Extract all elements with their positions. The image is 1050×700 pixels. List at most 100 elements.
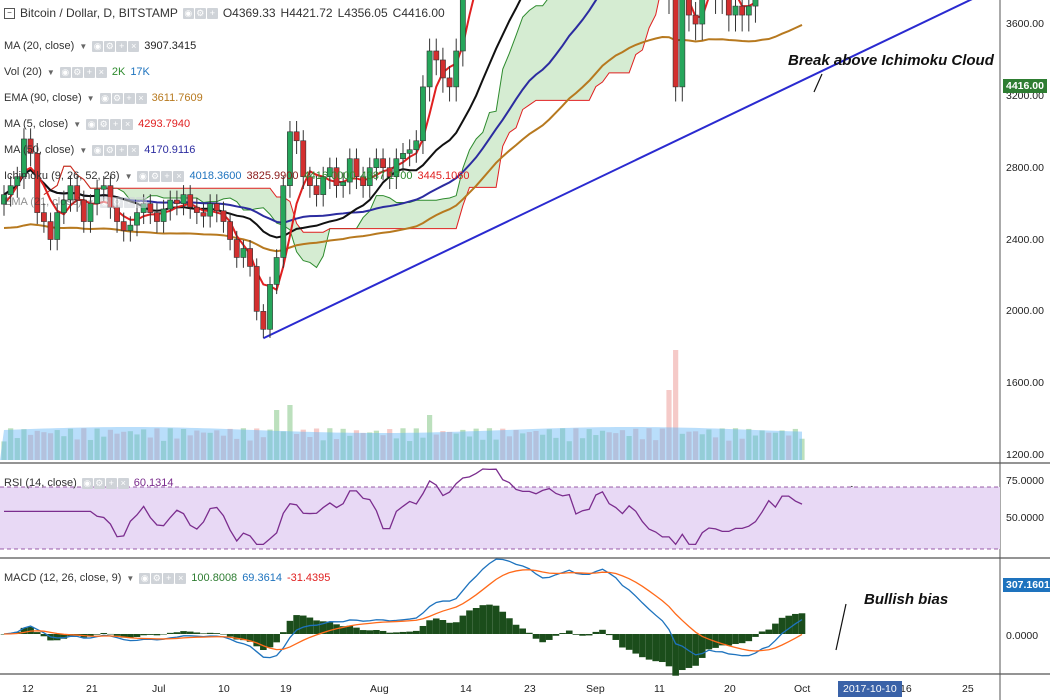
- candle-body: [174, 199, 180, 204]
- eye-icon[interactable]: ◉: [137, 170, 149, 182]
- settings-icon[interactable]: ⚙: [98, 118, 110, 130]
- chevron-down-icon[interactable]: ▼: [126, 573, 135, 583]
- volume-bar: [407, 441, 413, 460]
- more-icon[interactable]: +: [105, 477, 117, 489]
- chevron-down-icon[interactable]: ▼: [46, 67, 55, 77]
- indicator-controls[interactable]: ◉ ⚙ + ×: [137, 170, 185, 182]
- chevron-down-icon[interactable]: ▼: [86, 197, 95, 207]
- indicator-controls[interactable]: ◉ ⚙ + ×: [99, 196, 147, 208]
- settings-icon[interactable]: ⚙: [104, 144, 116, 156]
- eye-icon[interactable]: ◉: [99, 92, 111, 104]
- candle-body: [453, 50, 460, 88]
- more-icon[interactable]: +: [83, 66, 95, 78]
- indicator-controls[interactable]: ◉ ⚙ + ×: [86, 118, 134, 130]
- indicator-name[interactable]: EMA (90, close): [4, 92, 82, 104]
- settings-icon[interactable]: ⚙: [104, 40, 116, 52]
- close-icon[interactable]: ×: [135, 196, 147, 208]
- eye-icon[interactable]: ◉: [139, 572, 151, 584]
- macd-histogram-bar: [559, 633, 566, 634]
- indicator-name[interactable]: Ichimoku (9, 26, 52, 26): [4, 170, 120, 182]
- volume-bar: [446, 431, 453, 460]
- volume-bar: [599, 430, 606, 460]
- close-icon[interactable]: ×: [95, 66, 107, 78]
- indicator-controls[interactable]: ◉ ⚙ + ×: [92, 40, 140, 52]
- settings-icon[interactable]: ⚙: [149, 170, 161, 182]
- eye-icon[interactable]: ◉: [86, 118, 98, 130]
- more-icon[interactable]: +: [110, 118, 122, 130]
- candle-body: [193, 206, 200, 213]
- close-icon[interactable]: ×: [135, 92, 147, 104]
- macd-histogram-bar: [665, 634, 673, 667]
- eye-icon[interactable]: ◉: [81, 477, 93, 489]
- close-icon[interactable]: ×: [122, 118, 134, 130]
- macd-histogram-bar: [413, 630, 420, 634]
- macd-histogram-bar: [672, 634, 679, 676]
- volume-bar: [473, 428, 479, 460]
- rsi-controls[interactable]: ◉ ⚙ + ×: [81, 477, 129, 489]
- volume-bar: [313, 428, 320, 460]
- indicator-controls[interactable]: ◉ ⚙ + ×: [59, 66, 107, 78]
- more-icon[interactable]: +: [206, 7, 218, 19]
- indicator-name[interactable]: MA (20, close): [4, 40, 75, 52]
- indicator-name[interactable]: MA (5, close): [4, 118, 69, 130]
- symbol-title[interactable]: Bitcoin / Dollar, D, BITSTAMP: [20, 6, 178, 20]
- candle-body: [1, 194, 7, 205]
- candle-body: [353, 158, 360, 177]
- collapse-icon[interactable]: −: [4, 7, 15, 19]
- chevron-down-icon[interactable]: ▼: [73, 119, 82, 129]
- volume-bar: [367, 432, 373, 460]
- settings-icon[interactable]: ⚙: [71, 66, 83, 78]
- settings-icon[interactable]: ⚙: [111, 92, 123, 104]
- eye-icon[interactable]: ◉: [99, 196, 111, 208]
- indicator-controls[interactable]: ◉ ⚙ + ×: [92, 144, 140, 156]
- indicator-name[interactable]: Vol (20): [4, 66, 42, 78]
- candle-body: [732, 5, 739, 16]
- indicator-name[interactable]: MA (50, close): [4, 144, 75, 156]
- indicator-name[interactable]: EMA (21, close): [4, 196, 82, 208]
- close-icon[interactable]: ×: [175, 572, 187, 584]
- settings-icon[interactable]: ⚙: [93, 477, 105, 489]
- close-icon[interactable]: ×: [173, 170, 185, 182]
- volume-bar: [513, 429, 519, 460]
- macd-histogram-bar: [612, 634, 620, 640]
- more-icon[interactable]: +: [123, 92, 135, 104]
- close-icon[interactable]: ×: [117, 477, 129, 489]
- eye-icon[interactable]: ◉: [59, 66, 71, 78]
- series-controls[interactable]: ◉ ⚙ +: [182, 7, 218, 19]
- chevron-down-icon[interactable]: ▼: [79, 41, 88, 51]
- macd-histogram-bar: [718, 634, 726, 646]
- volume-bar: [712, 437, 719, 460]
- chevron-down-icon[interactable]: ▼: [86, 93, 95, 103]
- macd-name[interactable]: MACD (12, 26, close, 9): [4, 572, 122, 584]
- volume-bar: [360, 432, 366, 460]
- close-icon[interactable]: ×: [128, 144, 140, 156]
- macd-histogram-bar: [758, 631, 766, 634]
- eye-icon[interactable]: ◉: [182, 7, 194, 19]
- candle-body: [100, 185, 107, 190]
- more-icon[interactable]: +: [161, 170, 173, 182]
- more-icon[interactable]: +: [116, 144, 128, 156]
- rsi-name[interactable]: RSI (14, close): [4, 477, 77, 489]
- more-icon[interactable]: +: [123, 196, 135, 208]
- settings-icon[interactable]: ⚙: [194, 7, 206, 19]
- chevron-down-icon[interactable]: ▼: [124, 171, 133, 181]
- more-icon[interactable]: +: [163, 572, 175, 584]
- indicator-controls[interactable]: ◉ ⚙ + ×: [99, 92, 147, 104]
- settings-icon[interactable]: ⚙: [111, 196, 123, 208]
- chevron-down-icon[interactable]: ▼: [79, 145, 88, 155]
- eye-icon[interactable]: ◉: [92, 40, 104, 52]
- eye-icon[interactable]: ◉: [92, 144, 104, 156]
- settings-icon[interactable]: ⚙: [151, 572, 163, 584]
- close-icon[interactable]: ×: [128, 40, 140, 52]
- volume-bar: [373, 430, 379, 460]
- candle-body: [40, 212, 47, 222]
- macd-controls[interactable]: ◉ ⚙ + ×: [139, 572, 187, 584]
- volume-bar: [353, 430, 360, 460]
- price-axis-label: 1200.00: [1006, 449, 1044, 461]
- macd-line: [3, 558, 803, 659]
- more-icon[interactable]: +: [116, 40, 128, 52]
- candle-body: [273, 257, 280, 285]
- macd-histogram-bar: [60, 634, 68, 639]
- date-cursor-tag: 2017-10-10: [838, 681, 902, 697]
- volume-bar: [659, 428, 665, 460]
